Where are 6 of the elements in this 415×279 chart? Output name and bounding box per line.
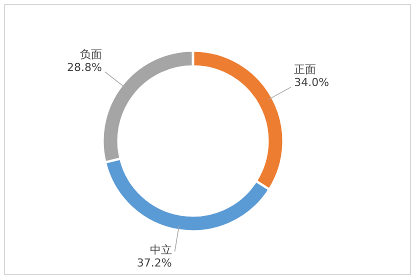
data-label: 28.8% bbox=[66, 60, 102, 74]
slice-label: 正面 bbox=[294, 63, 316, 76]
slice-label: 中立 bbox=[150, 244, 172, 257]
slice-label: 负面 bbox=[80, 48, 102, 61]
data-label: 34.0% bbox=[294, 76, 330, 90]
data-label: 37.2% bbox=[136, 256, 172, 270]
